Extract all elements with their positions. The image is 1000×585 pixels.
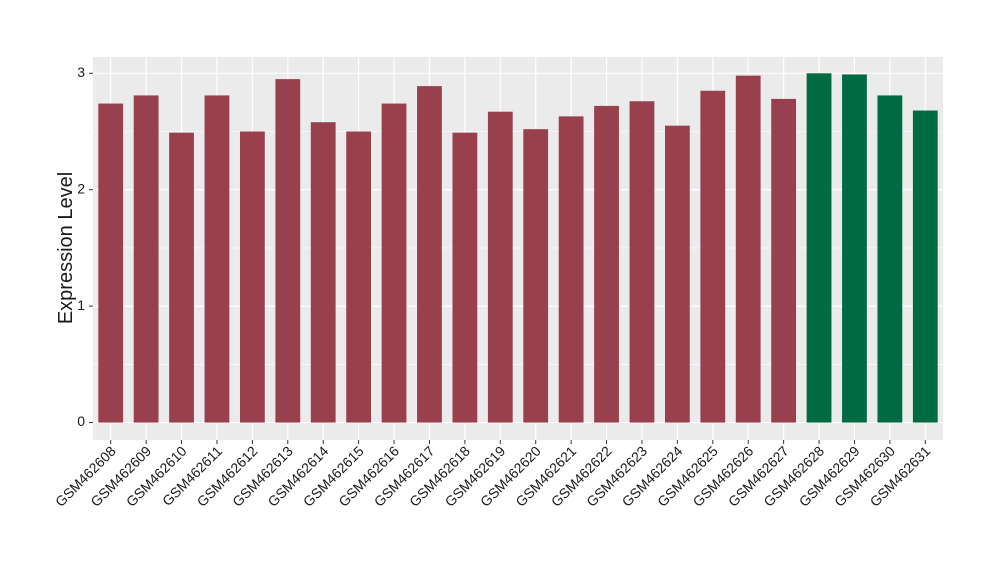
bar: [629, 101, 655, 423]
bar: [98, 103, 124, 423]
bar: [169, 132, 194, 423]
y-tick-label: 0: [77, 413, 85, 429]
bar: [310, 122, 336, 423]
bar: [133, 95, 159, 423]
bar: [842, 74, 867, 423]
bar: [735, 75, 761, 423]
y-tick-label: 1: [77, 297, 85, 313]
y-tick-label: 2: [77, 180, 85, 196]
bar: [346, 131, 372, 423]
y-axis-label: Expression Level: [55, 172, 77, 324]
bar: [700, 90, 726, 423]
bar: [275, 79, 301, 423]
bar: [558, 116, 584, 423]
plot-background: [93, 57, 943, 440]
bar: [239, 131, 265, 423]
bar: [912, 110, 938, 423]
bar: [664, 125, 690, 423]
y-tick-label: 3: [77, 64, 85, 80]
bar: [771, 98, 797, 423]
bar: [877, 95, 903, 423]
bar: [806, 73, 832, 423]
bar: [523, 129, 549, 423]
bar: [381, 103, 407, 423]
bar: [487, 111, 513, 423]
bar: [452, 132, 478, 423]
bar: [204, 95, 230, 423]
bar: [594, 105, 619, 423]
bar: [417, 86, 442, 423]
